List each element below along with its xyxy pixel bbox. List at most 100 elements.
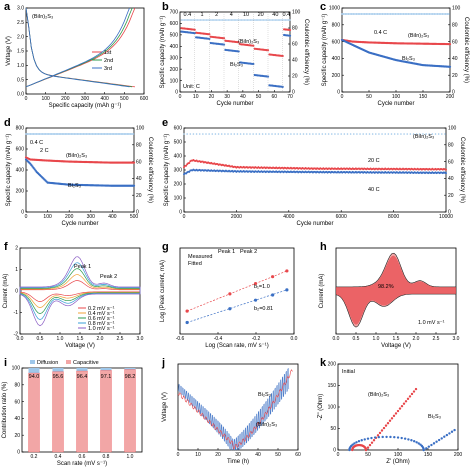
ce-point	[394, 13, 397, 15]
y2-tick-label: 60	[448, 159, 454, 165]
ce-point	[324, 133, 327, 135]
ce-point	[439, 13, 442, 15]
ce-point	[130, 133, 133, 135]
ce-point	[254, 19, 256, 21]
measured-point	[271, 275, 275, 279]
ce-point	[441, 133, 443, 135]
ce-point	[357, 13, 360, 15]
x-tick-label: 1.0	[57, 336, 64, 342]
ce-point	[38, 133, 41, 135]
nyquist-point	[368, 443, 372, 447]
x-tick-label: 50	[365, 452, 371, 458]
ce-point	[32, 133, 35, 135]
ce-point	[25, 133, 27, 135]
x-tick-label: 2000	[231, 214, 242, 220]
nyquist-point	[453, 428, 456, 432]
x-tick-label: 40	[255, 452, 261, 458]
ce-point	[347, 13, 350, 15]
x-tick-label: 60	[272, 94, 278, 100]
ce-point	[444, 13, 447, 15]
ce-point	[428, 13, 431, 15]
x-tick-label: 100	[41, 96, 50, 102]
y-tick-label: 1.0	[17, 63, 24, 69]
y2-tick-label: 20	[448, 193, 454, 199]
ce-point	[105, 133, 108, 135]
capacitive-bar	[76, 370, 88, 453]
x-tick-label: 1.5	[77, 336, 84, 342]
x-tick-label: 30	[235, 452, 241, 458]
y-tick-label: 600	[170, 21, 179, 27]
x-tick-label: 20	[209, 94, 215, 100]
capacity-point	[188, 161, 191, 164]
nyquist-point	[407, 438, 410, 441]
ce-point	[115, 133, 118, 135]
ce-point	[227, 133, 229, 135]
panel-c-letter: c	[320, 1, 326, 13]
x-axis-label: Voltage (V)	[381, 343, 411, 349]
nyquist-point	[393, 435, 396, 439]
x-tick-label: 2.0	[97, 336, 104, 342]
ce-point	[93, 133, 95, 135]
ce-point	[44, 133, 47, 135]
nyquist-point	[377, 435, 381, 439]
legend-label: 0.6 mV s⁻¹	[88, 316, 115, 322]
ce-point	[280, 133, 283, 135]
ce-point	[268, 19, 271, 21]
panel-j-letter: j	[161, 357, 165, 369]
ce-point	[224, 133, 226, 135]
ce-point	[126, 133, 129, 135]
ce-point	[374, 133, 377, 135]
rate-label: 0.4	[184, 12, 192, 18]
y-tick-label: 20	[14, 433, 20, 439]
ce-point	[383, 13, 386, 15]
nyquist-point	[410, 439, 413, 442]
nyquist-point	[425, 447, 428, 450]
panel-g-chart: g -0.6 -0.4 -0.2 0.0 Log (Scan rate, mV s⁻¹)…	[160, 241, 298, 349]
ce-point	[111, 133, 114, 135]
peak-label: Peak 2	[100, 274, 117, 280]
rate-label: 0.4 C	[30, 140, 43, 146]
ce-point	[441, 13, 444, 15]
ce-point	[91, 133, 94, 135]
measured-point	[285, 269, 289, 273]
ce-point	[29, 133, 32, 135]
ce-point	[117, 133, 120, 135]
legend-label: 0.8 mV s⁻¹	[88, 321, 115, 327]
capacity-point	[448, 43, 452, 46]
ce-point	[50, 133, 53, 135]
y-tick-label: 600	[332, 39, 341, 45]
ce-point	[239, 19, 241, 21]
ce-point	[352, 13, 355, 15]
x-axis-label: Specific capacity (mAh g⁻¹)	[49, 103, 122, 109]
measured-point	[253, 281, 258, 286]
ce-point	[405, 13, 408, 15]
ce-point	[31, 133, 33, 135]
ce-point	[212, 19, 215, 21]
measured-point	[253, 298, 258, 302]
y-tick-label: -2	[14, 332, 19, 338]
ce-point	[265, 19, 268, 21]
ce-point	[99, 133, 101, 135]
ce-point	[371, 13, 374, 15]
ce-point	[392, 13, 395, 15]
ce-point	[217, 133, 220, 135]
ce-point	[358, 13, 361, 15]
x-axis-label: Cycle number	[216, 101, 253, 107]
ce-point	[90, 133, 92, 135]
y-axis-label: Voltage (V)	[162, 392, 168, 422]
ce-point	[362, 13, 364, 15]
ce-point	[356, 133, 358, 135]
ce-point	[114, 133, 117, 135]
y-tick-label: 400	[174, 154, 183, 160]
ce-point	[109, 133, 112, 135]
y-tick-label: 2	[15, 246, 18, 252]
ce-point	[70, 133, 73, 135]
nyquist-point	[370, 436, 373, 440]
ce-point	[73, 133, 76, 135]
y-tick-label: 500	[174, 140, 183, 146]
x-tick-label: 300	[87, 214, 96, 220]
nyquist-point	[390, 417, 394, 420]
ce-point	[277, 133, 280, 135]
nyquist-point	[372, 439, 376, 442]
x-tick-label: 20	[215, 452, 221, 458]
